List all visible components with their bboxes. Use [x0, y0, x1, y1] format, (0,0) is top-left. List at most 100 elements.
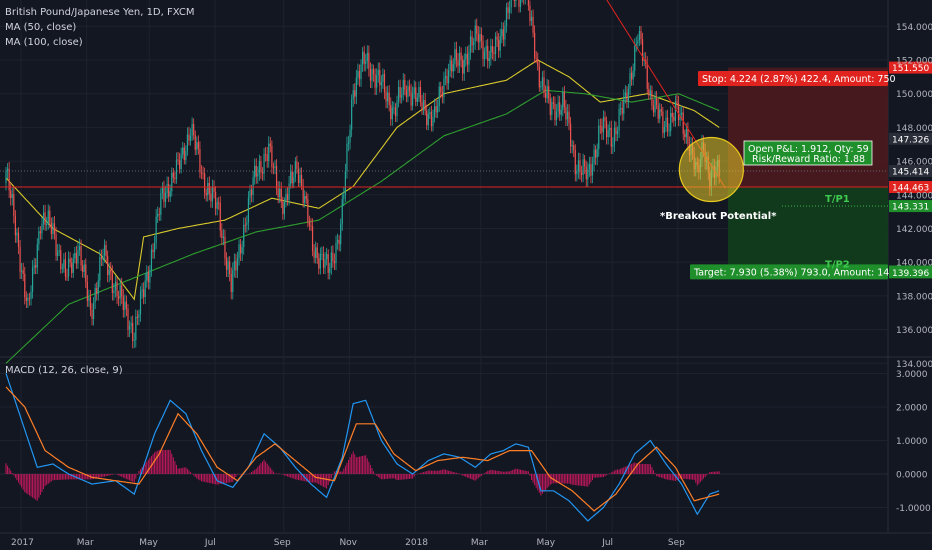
- candle-body: [598, 125, 600, 150]
- candle-body: [38, 231, 40, 245]
- candle-body: [72, 258, 74, 273]
- candle-body: [615, 127, 617, 135]
- candle-body: [229, 261, 231, 275]
- candle-body: [119, 285, 121, 299]
- price-marker-box: [889, 266, 932, 279]
- macd-line: [5, 373, 720, 522]
- candle-body: [19, 246, 21, 272]
- candle-body: [457, 60, 459, 66]
- candle-body: [670, 112, 672, 131]
- candle-body: [33, 265, 35, 268]
- candle-body: [208, 183, 210, 194]
- candle-body: [125, 301, 128, 309]
- candle-body: [44, 212, 46, 225]
- candle-body: [651, 90, 653, 106]
- macd-tick-label: -1.0000: [896, 504, 931, 514]
- candle-body: [437, 105, 439, 113]
- candle-body: [28, 298, 31, 299]
- candle-body: [71, 262, 73, 273]
- candle-body: [52, 223, 54, 234]
- candle-body: [235, 261, 237, 271]
- candle-body: [238, 244, 240, 258]
- time-tick-label: May: [139, 538, 158, 548]
- price-marker-label: 139.396: [892, 269, 929, 279]
- tp1-label: T/P1: [825, 194, 850, 205]
- candle-body: [368, 52, 370, 69]
- candle-body: [587, 169, 589, 180]
- candle-body: [408, 86, 411, 92]
- candle-body: [180, 154, 182, 170]
- candle-body: [302, 185, 304, 204]
- candle-body: [380, 81, 382, 86]
- candle-body: [17, 232, 20, 247]
- candle-body: [376, 75, 378, 88]
- candle-body: [441, 92, 443, 98]
- candle-body: [49, 210, 51, 223]
- candle-body: [261, 171, 264, 174]
- candle-body: [494, 36, 497, 54]
- candle-body: [410, 91, 412, 106]
- candle-body: [352, 90, 354, 100]
- candle-body: [275, 166, 278, 189]
- candle-body: [480, 34, 483, 41]
- candle-body: [426, 110, 428, 126]
- candle-body: [488, 58, 490, 62]
- candle-body: [96, 287, 98, 294]
- candle-body: [473, 42, 475, 46]
- candle-body: [121, 285, 123, 297]
- time-tick-label: 2017: [11, 538, 34, 548]
- candle-body: [419, 87, 422, 103]
- candle-body: [313, 251, 315, 258]
- candle-body: [349, 129, 351, 143]
- candle-body: [638, 30, 641, 41]
- candle-body: [372, 69, 375, 75]
- candle-body: [102, 255, 104, 259]
- candle-body: [377, 69, 379, 76]
- candle-body: [282, 202, 284, 214]
- candle-body: [448, 70, 450, 84]
- candle-body: [663, 127, 666, 134]
- candle-body: [585, 166, 587, 180]
- candle-body: [677, 103, 680, 121]
- candle-body: [565, 106, 567, 120]
- candle-body: [483, 51, 486, 60]
- candle-body: [246, 222, 248, 225]
- candle-body: [11, 194, 13, 198]
- time-tick-label: Jul: [601, 538, 613, 548]
- candle-body: [634, 45, 636, 71]
- candle-body: [557, 102, 559, 112]
- candle-body: [471, 36, 473, 46]
- candle-body: [322, 253, 325, 268]
- candle-body: [55, 234, 57, 256]
- candle-body: [224, 236, 226, 259]
- candle-body: [355, 77, 357, 97]
- candle-body: [118, 296, 120, 299]
- candle-body: [371, 69, 373, 81]
- candle-body: [280, 188, 282, 203]
- candle-body: [563, 91, 565, 107]
- candle-body: [452, 64, 454, 72]
- candle-body: [82, 265, 84, 272]
- candle-body: [297, 168, 300, 184]
- profit-target-zone: [728, 186, 888, 273]
- candle-body: [482, 40, 484, 60]
- candle-body: [681, 112, 683, 115]
- axes: 134.000 136.000 138.000 140.000 142.000 144.0…: [11, 23, 932, 548]
- candle-body: [659, 109, 661, 119]
- candle-body: [537, 58, 539, 67]
- candle-body: [163, 186, 165, 202]
- macd-tick-label: 0.0000: [896, 471, 928, 481]
- candle-body: [656, 98, 658, 105]
- candle-body: [579, 160, 581, 173]
- candle-body: [596, 149, 598, 158]
- candle-body: [657, 104, 659, 119]
- candle-body: [66, 276, 68, 278]
- candle-body: [394, 107, 397, 116]
- candle-body: [57, 251, 59, 256]
- price-marker-box: [889, 180, 932, 193]
- time-tick-label: Sep: [274, 538, 291, 548]
- candle-body: [418, 87, 420, 98]
- candle-body: [623, 96, 625, 114]
- candle-body: [602, 117, 605, 133]
